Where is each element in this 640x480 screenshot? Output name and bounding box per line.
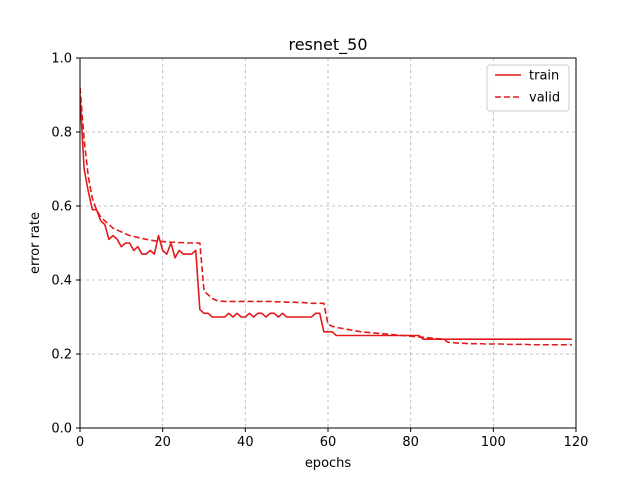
legend-label-valid: valid bbox=[529, 91, 560, 106]
x-tick-label: 20 bbox=[154, 435, 171, 450]
x-tick-label: 80 bbox=[402, 435, 419, 450]
x-tick-label: 120 bbox=[564, 435, 589, 450]
legend-box bbox=[486, 64, 570, 112]
y-axis-label: error rate bbox=[28, 212, 43, 274]
x-tick-label: 60 bbox=[320, 435, 337, 450]
x-tick-label: 100 bbox=[481, 435, 506, 450]
series-line-train bbox=[80, 94, 572, 341]
legend-label-train: train bbox=[529, 69, 559, 84]
chart-title: resnet_50 bbox=[288, 35, 367, 55]
legend: train valid bbox=[486, 64, 570, 112]
y-tick-label: 0.8 bbox=[51, 126, 72, 141]
y-tick-label: 0.6 bbox=[51, 200, 72, 215]
x-tick-label: 40 bbox=[237, 435, 254, 450]
y-tick-label: 1.0 bbox=[51, 52, 72, 67]
y-tick-label: 0.4 bbox=[51, 274, 72, 289]
y-tick-label: 0.2 bbox=[51, 348, 72, 363]
x-axis-label: epochs bbox=[305, 456, 352, 471]
series-layer bbox=[80, 87, 572, 346]
y-tick-label: 0.0 bbox=[51, 422, 72, 437]
tick-layer: 0 20 40 60 80 100 120 0.0 0.2 0.4 0.6 0.8 1.0 bbox=[51, 52, 588, 451]
x-tick-label: 0 bbox=[76, 435, 84, 450]
series-line-valid bbox=[80, 87, 572, 346]
